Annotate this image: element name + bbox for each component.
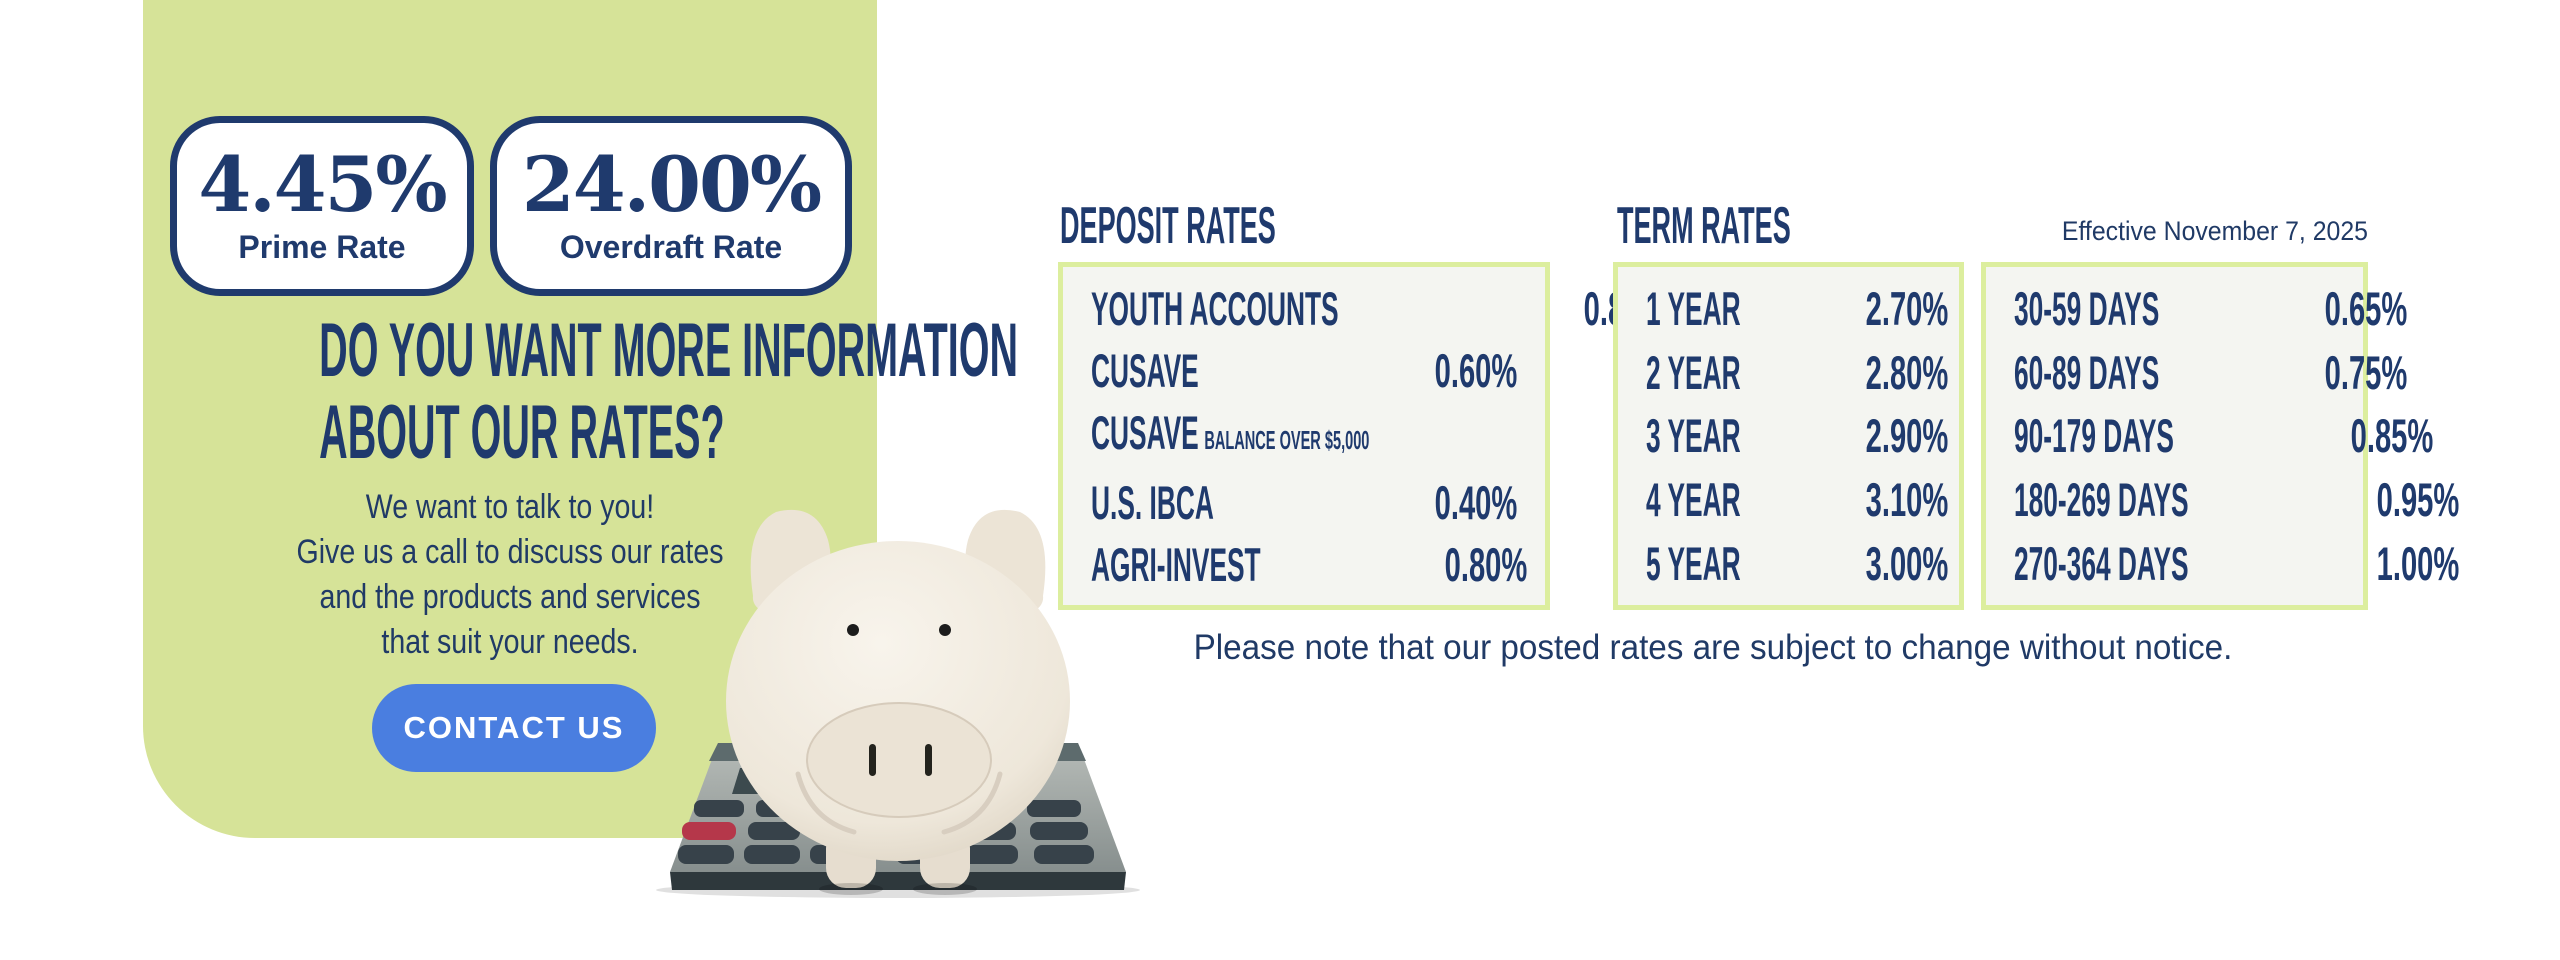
deposit-row-label: U.S. IBCA xyxy=(1091,475,1214,529)
panel-heading-line1: DO YOU WANT MORE INFORMATION xyxy=(319,308,1019,393)
deposit-row-value: 0.60% xyxy=(1434,343,1517,397)
term-row-label: 3 YEAR xyxy=(1646,409,1741,463)
days-row-label: 270-364 DAYS xyxy=(2014,536,2189,590)
panel-body-text: We want to talk to you! Give us a call t… xyxy=(202,485,819,665)
term-rates-title: TERM RATES xyxy=(1617,197,1791,255)
table-row: YOUTH ACCOUNTS 0.80% xyxy=(1063,281,1666,335)
table-row: AGRI-INVEST 0.80% xyxy=(1063,541,1545,588)
term-row-value: 2.80% xyxy=(1865,345,1949,399)
effective-date: Effective November 7, 2025 xyxy=(2061,216,2368,246)
days-row-label: 180-269 DAYS xyxy=(2014,473,2189,527)
table-row: CUSAVE 0.60% xyxy=(1063,347,1545,394)
term-row-value: 3.10% xyxy=(1865,473,1949,527)
overdraft-rate-pill: 24.00% Overdraft Rate xyxy=(490,116,852,296)
info-panel: 4.45% Prime Rate 24.00% Overdraft Rate D… xyxy=(143,0,1019,838)
deposit-row-note: BALANCE OVER $5,000 xyxy=(1204,424,1370,455)
days-row-value: 0.85% xyxy=(2350,409,2433,463)
piggy-bank-calculator-photo xyxy=(656,509,1140,898)
overdraft-rate-value: 24.00% xyxy=(521,139,822,229)
term-row-label: 5 YEAR xyxy=(1646,536,1741,590)
rates-disclaimer: Please note that our posted rates are su… xyxy=(1193,628,2233,667)
table-row: 5 YEAR 3.00% xyxy=(1618,540,1959,587)
deposit-rates-title: DEPOSIT RATES xyxy=(1060,197,1276,255)
piggy-bank-illustration xyxy=(726,509,1070,895)
days-row-value: 1.00% xyxy=(2376,536,2460,590)
table-row: 60-89 DAYS 0.75% xyxy=(1986,345,2407,399)
contact-us-button[interactable]: CONTACT US xyxy=(372,684,656,772)
deposit-row-label: CUSAVE xyxy=(1091,343,1199,397)
table-row: 4 YEAR 3.10% xyxy=(1618,476,1959,523)
days-row-label: 60-89 DAYS xyxy=(2014,345,2160,399)
body-line4: that suit your needs. xyxy=(381,623,639,661)
day-rates-table: 30-59 DAYS 0.65% 60-89 DAYS 0.75% 90-179… xyxy=(1981,262,2459,610)
deposit-row-value: 0.40% xyxy=(1434,475,1517,529)
days-row-label: 30-59 DAYS xyxy=(2014,282,2160,336)
deposit-row-value: 0.80% xyxy=(1444,537,1528,591)
days-row-value: 0.95% xyxy=(2376,473,2460,527)
table-row: 270-364 DAYS 1.00% xyxy=(1986,536,2459,590)
deposit-row-label: AGRI-INVEST xyxy=(1091,537,1261,591)
term-row-label: 2 YEAR xyxy=(1646,345,1741,399)
deposit-row-label: YOUTH ACCOUNTS xyxy=(1091,281,1339,335)
term-row-value: 2.90% xyxy=(1865,409,1949,463)
term-row-value: 2.70% xyxy=(1865,282,1949,336)
days-row-label: 90-179 DAYS xyxy=(2014,409,2174,463)
body-line2: Give us a call to discuss our rates xyxy=(296,533,724,571)
calculator-red-key xyxy=(682,822,736,840)
table-row: 1 YEAR 2.70% xyxy=(1618,285,1959,332)
table-row: 3 YEAR 2.90% xyxy=(1618,412,1959,459)
term-row-value: 3.00% xyxy=(1865,536,1949,590)
deposit-rates-table: YOUTH ACCOUNTS 0.80% CUSAVE 0.60% CUSAVE… xyxy=(1058,262,1721,610)
panel-heading-line2: ABOUT OUR RATES? xyxy=(319,390,725,475)
table-row: 2 YEAR 2.80% xyxy=(1618,349,1959,396)
overdraft-rate-label: Overdraft Rate xyxy=(559,228,783,265)
deposit-row-label: CUSAVE BALANCE OVER $5,000 xyxy=(1091,405,1370,459)
prime-rate-value: 4.45% xyxy=(198,139,447,229)
body-line1: We want to talk to you! xyxy=(365,488,655,526)
term-row-label: 4 YEAR xyxy=(1646,473,1741,527)
body-line3: and the products and services xyxy=(319,578,701,616)
prime-rate-label: Prime Rate xyxy=(238,228,406,265)
table-row: 180-269 DAYS 0.95% xyxy=(1986,473,2459,527)
term-row-label: 1 YEAR xyxy=(1646,282,1741,336)
term-rates-table: 1 YEAR 2.70% 2 YEAR 2.80% 3 YEAR 2.90% 4… xyxy=(1613,262,1964,610)
days-row-value: 0.75% xyxy=(2324,345,2407,399)
table-row: 30-59 DAYS 0.65% xyxy=(1986,282,2407,336)
days-row-value: 0.65% xyxy=(2324,282,2407,336)
panel-heading: DO YOU WANT MORE INFORMATION ABOUT OUR R… xyxy=(319,308,1019,475)
table-row: U.S. IBCA 0.40% xyxy=(1063,479,1545,526)
prime-rate-pill: 4.45% Prime Rate xyxy=(170,116,474,296)
table-row: 90-179 DAYS 0.85% xyxy=(1986,409,2433,463)
